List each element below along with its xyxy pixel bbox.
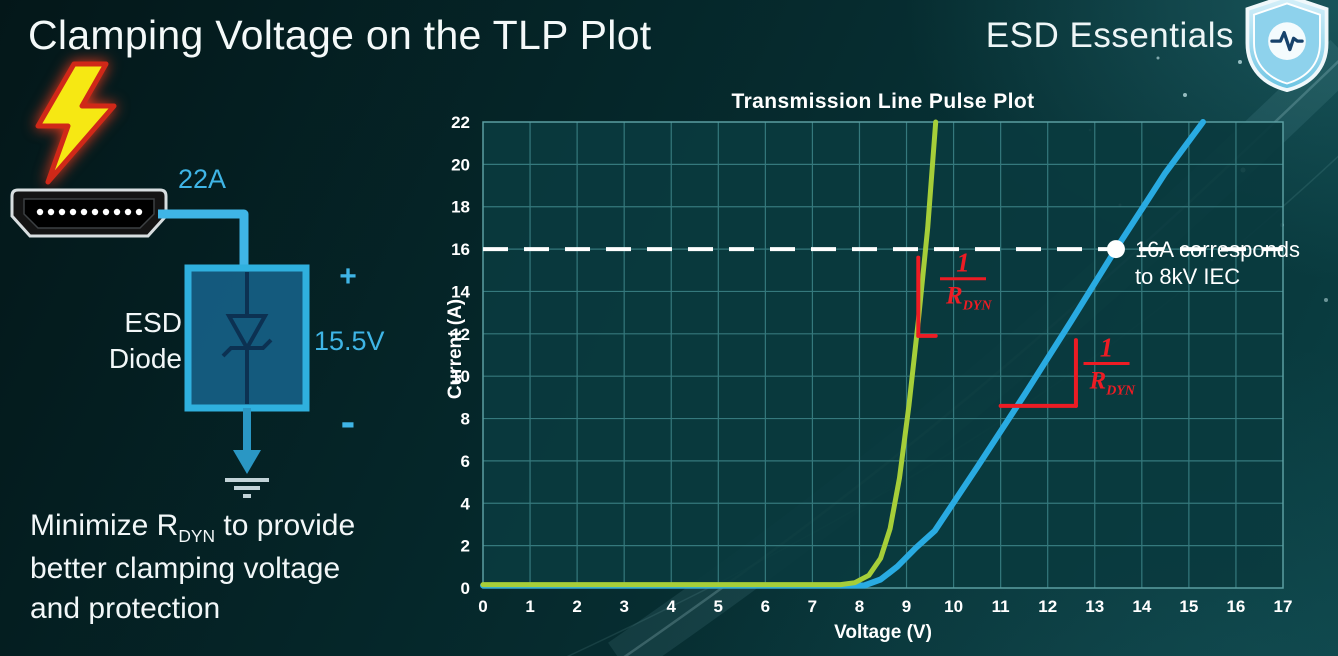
lightning-bolt-icon [35,61,117,185]
x-tick-label: 16 [1226,597,1245,616]
rdyn-slope-green-numerator: 1 [956,248,970,278]
takeaway-note: Minimize RDYN to provide better clamping… [30,506,355,630]
device-label-line1: ESD [124,307,182,338]
marker-label-line2: to 8kV IEC [1135,264,1240,289]
ground-symbol-icon [225,478,269,498]
x-tick-label: 8 [855,597,864,616]
x-tick-label: 9 [902,597,911,616]
brand-title: ESD Essentials [985,16,1234,55]
y-tick-label: 4 [461,494,471,513]
hdmi-pins [36,208,143,216]
esd-circuit-diagram: 22A ESD Diode + 15.5V - [10,61,385,498]
plot-border [482,121,1284,589]
curve-high-rdyn-diode [480,119,1206,589]
note-line3: and protection [30,592,221,626]
note-line1: Minimize RDYN to provide [30,506,355,549]
y-tick-label: 18 [451,198,470,217]
y-tick-label: 2 [461,537,470,556]
clamping-voltage-label: 15.5V [314,326,385,356]
y-tick-label: 10 [451,367,470,386]
x-tick-label: 11 [992,597,1010,616]
x-axis-label: Voltage (V) [834,622,932,643]
y-tick-label: 22 [451,113,470,132]
esd-essentials-shield-logo [1245,0,1329,92]
polarity-minus-label: - [341,397,356,446]
slide-title: Clamping Voltage on the TLP Plot [28,12,652,58]
curve-low-rdyn-diode [480,119,939,588]
x-tick-label: 10 [944,597,963,616]
note-line1-post: to provide [215,509,356,542]
note-line1-pre: Minimize R [30,509,179,542]
marker-label-line1: 16A corresponds [1135,237,1300,262]
x-tick-label: 1 [525,597,534,616]
x-tick-label: 0 [478,597,487,616]
surge-current-label: 22A [178,164,226,194]
tlp-chart: Transmission Line Pulse Plot Current (A)… [430,88,1338,656]
ground-arrow [233,408,261,474]
plot-background [483,122,1283,588]
y-tick-label: 20 [451,155,470,174]
x-tick-label: 5 [714,597,723,616]
x-tick-label: 13 [1085,597,1104,616]
y-tick-label: 6 [461,452,470,471]
x-tick-label: 3 [619,597,628,616]
rdyn-slope-blue-numerator: 1 [1100,332,1114,362]
tlp-plot-canvas: 0 1 2 3 4 5 6 7 8 9 10 11 12 13 14 15 16 1702468101214161… [451,113,1300,616]
note-line2: better clamping voltage [30,551,341,585]
zener-diode-symbol [221,272,273,404]
surge-wire [158,209,249,270]
marker-dot [1106,240,1125,259]
x-tick-label: 7 [808,597,817,616]
x-tick-label: 2 [572,597,581,616]
pulse-icon [1270,30,1304,52]
x-tick-label: 12 [1038,597,1057,616]
chart-title: Transmission Line Pulse Plot [731,90,1035,113]
note-line1-subscript: DYN [178,526,216,546]
polarity-plus-label: + [339,260,357,293]
y-tick-label: 0 [461,579,470,598]
hdmi-connector-icon [10,188,168,238]
device-label-line2: Diode [109,343,182,374]
y-tick-label: 8 [461,410,470,429]
x-tick-label: 6 [761,597,770,616]
y-tick-label: 12 [451,325,470,344]
x-tick-label: 14 [1132,597,1151,616]
x-tick-label: 17 [1274,597,1293,616]
y-tick-label: 16 [451,240,470,259]
x-tick-label: 4 [667,597,677,616]
y-tick-label: 14 [451,282,470,301]
x-tick-label: 15 [1179,597,1198,616]
